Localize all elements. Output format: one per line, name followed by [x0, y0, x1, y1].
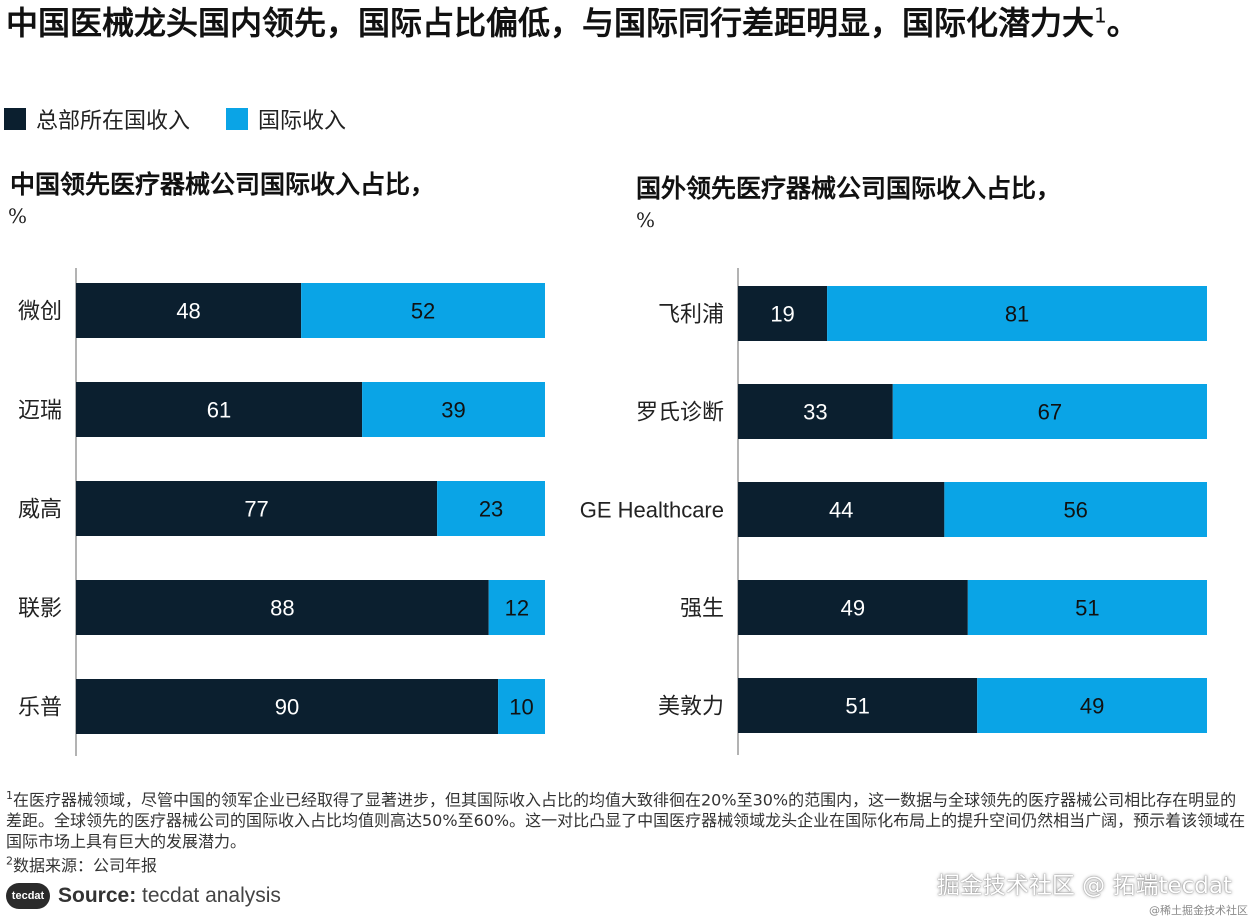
left-value-label-international-cat-4: 10: [509, 695, 533, 720]
left-category-label-cat-4: 乐普: [18, 695, 62, 720]
left-chart-unit: %: [8, 204, 28, 228]
left-category-label-cat-1: 迈瑞: [18, 398, 62, 423]
left-value-label-domestic-cat-0: 48: [176, 299, 200, 324]
left-bar-international-cat-4: [498, 679, 545, 734]
left-value-label-domestic-cat-1: 61: [207, 398, 231, 423]
right-bar-domestic-ge-healthcare: [738, 482, 945, 537]
right-value-label-domestic-ge-healthcare: 44: [829, 498, 853, 523]
left-bar-international-cat-3: [488, 580, 545, 635]
right-bar-domestic-cat-1: [738, 384, 893, 439]
right-bar-international-cat-3: [967, 580, 1207, 635]
right-bar-international-cat-0: [827, 286, 1207, 341]
right-category-label-cat-1: 罗氏诊断: [636, 400, 724, 425]
right-bar-chart: 飞利浦 19 81 罗氏诊断 33 67 GE Healthcare 44 56 强生 49 51 美敦…: [580, 268, 1207, 755]
left-bar-domestic-cat-1: [76, 382, 363, 437]
footnote-1: 1在医疗器械领域，尽管中国的领军企业已经取得了显著进步，但其国际收入占比的均值大…: [6, 789, 1246, 852]
left-value-label-international-cat-1: 39: [441, 398, 465, 423]
left-bar-international-cat-0: [301, 283, 545, 338]
right-value-label-domestic-cat-1: 33: [803, 400, 827, 425]
legend-item-international: 国际收入: [226, 103, 346, 135]
right-value-label-international-cat-3: 51: [1075, 596, 1099, 621]
right-category-label-cat-0: 飞利浦: [658, 302, 724, 327]
left-chart-title: 中国领先医疗器械公司国际收入占比，: [10, 170, 436, 199]
right-category-label-cat-3: 强生: [680, 596, 724, 621]
right-bar-international-cat-4: [977, 678, 1207, 733]
legend-swatch-domestic: [4, 108, 26, 130]
right-value-label-international-cat-1: 67: [1038, 400, 1062, 425]
source-line: tecdat Source: tecdat analysis: [6, 883, 281, 909]
source-text: Source: tecdat analysis: [58, 884, 281, 907]
legend-item-domestic: 总部所在国收入: [4, 103, 190, 135]
right-category-label-cat-4: 美敦力: [658, 694, 724, 719]
left-value-label-domestic-cat-4: 90: [275, 695, 299, 720]
right-value-label-international-cat-4: 49: [1080, 694, 1104, 719]
legend-label-domestic: 总部所在国收入: [36, 109, 191, 134]
right-value-label-international-cat-0: 81: [1005, 302, 1029, 327]
left-category-label-cat-0: 微创: [18, 299, 62, 324]
left-bar-domestic-cat-2: [76, 481, 438, 536]
watermark-small: @稀土掘金技术社区: [1149, 904, 1248, 917]
left-category-label-cat-3: 联影: [18, 596, 62, 621]
left-bar-domestic-cat-3: [76, 580, 489, 635]
legend-label-international: 国际收入: [258, 109, 347, 134]
left-value-label-international-cat-2: 23: [479, 497, 503, 522]
left-bar-international-cat-2: [437, 481, 545, 536]
left-bar-international-cat-1: [362, 382, 545, 437]
legend: 总部所在国收入 国际收入: [4, 103, 382, 135]
left-bar-domestic-cat-4: [76, 679, 499, 734]
right-bar-domestic-cat-4: [738, 678, 978, 733]
title-footnote-ref: 1: [1094, 3, 1107, 28]
right-bar-international-ge-healthcare: [944, 482, 1207, 537]
left-value-label-international-cat-3: 12: [505, 596, 529, 621]
left-category-label-cat-2: 威高: [18, 497, 62, 522]
right-value-label-domestic-cat-3: 49: [841, 596, 865, 621]
right-value-label-international-ge-healthcare: 56: [1063, 498, 1087, 523]
right-chart-title: 国外领先医疗器械公司国际收入占比，: [636, 174, 1062, 203]
right-bar-domestic-cat-0: [738, 286, 828, 341]
left-value-label-domestic-cat-3: 88: [270, 596, 294, 621]
right-bar-domestic-cat-3: [738, 580, 968, 635]
tecdat-logo: tecdat: [6, 883, 50, 909]
right-bar-international-cat-1: [892, 384, 1207, 439]
left-value-label-domestic-cat-2: 77: [244, 497, 268, 522]
right-chart-unit: %: [636, 208, 656, 232]
watermark: 掘金技术社区 @ 拓端tecdat: [936, 873, 1232, 899]
left-bar-domestic-cat-0: [76, 283, 302, 338]
footnote-2: 2数据来源：公司年报: [6, 854, 158, 875]
left-bar-chart: 微创 48 52 迈瑞 61 39 威高 77 23 联影 88 12 乐普 90 10: [18, 268, 545, 756]
right-category-label-ge-healthcare: GE Healthcare: [580, 498, 724, 523]
right-value-label-domestic-cat-0: 19: [770, 302, 794, 327]
left-value-label-international-cat-0: 52: [411, 299, 435, 324]
page-title: 中国医械龙头国内领先，国际占比偏低，与国际同行差距明显，国际化潜力大1。: [6, 3, 1139, 42]
legend-swatch-international: [226, 108, 249, 130]
right-value-label-domestic-cat-4: 51: [845, 694, 869, 719]
